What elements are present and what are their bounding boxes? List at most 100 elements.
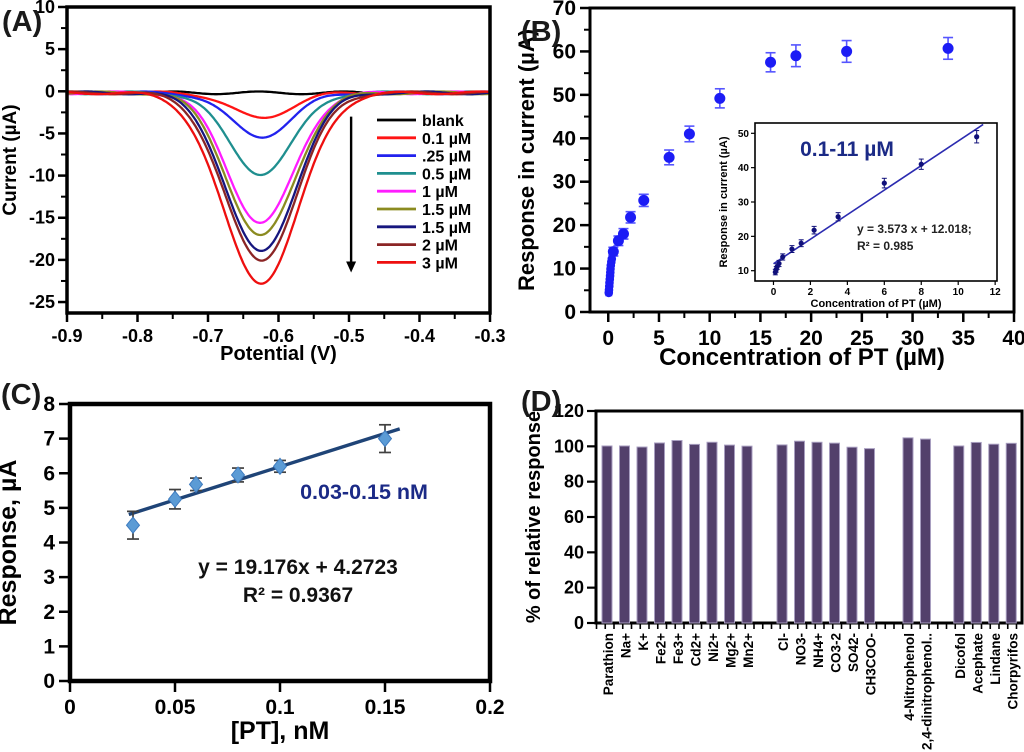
b-point	[663, 151, 675, 163]
b-inset-x-axis-label: Concentration of PT (µM)	[811, 298, 942, 310]
panel-c-chart: 0 0.05 0.1 0.15 0.2 0 1 2 3 4 5 6 7 8 [PT], nM Response…	[0, 393, 505, 745]
d-y-tick-label: 120	[554, 401, 584, 421]
b-inset-y-tick-label: 50	[738, 129, 750, 140]
a-curve-8	[66, 90, 491, 285]
a-y-axis: 10 5 0 -5 -10 -15 -20 -25	[29, 0, 66, 312]
c-x-axis-label: [PT], nM	[231, 717, 330, 745]
b-inset-range-annotation: 0.1-11 µM	[800, 138, 894, 161]
a-legend-label-0: blank	[422, 113, 464, 130]
panel-b-chart: 0 5 10 15 20 25 30 35 40010203040506070Concentra…	[514, 0, 1024, 371]
a-legend-label-6: 1.5 µM	[422, 220, 471, 237]
c-y-axis: 0 1 2 3 4 5 6 7 8	[43, 393, 68, 693]
c-x-tick-label: 0.2	[475, 696, 504, 719]
c-y-tick-label: 2	[43, 601, 55, 624]
panel-d-chart: 0 20 40 60 80 100 120 % of relative response Par…	[523, 401, 1024, 750]
b-x-tick-label: 30	[901, 327, 924, 350]
d-x-axis	[595, 624, 1018, 629]
a-y-tick-label: -20	[29, 250, 55, 270]
b-point	[714, 92, 726, 104]
d-bar-label: Chorpyrifos	[1005, 633, 1020, 710]
a-x-axis: -0.9 -0.8 -0.7 -0.6 -0.5 -0.4 -0.3	[51, 314, 506, 346]
c-range-annotation: 0.03-0.15 nM	[300, 480, 428, 504]
c-x-tick-label: 0.05	[155, 696, 196, 719]
b-inset-point	[811, 227, 817, 233]
b-inset-x-tick-label: 6	[882, 287, 888, 298]
d-bar-K+	[636, 446, 648, 624]
b-y-tick-label: 40	[553, 127, 576, 150]
b-y-axis-label: Response in current (µA)	[514, 29, 539, 291]
b-x-tick-label: 0	[602, 327, 614, 350]
b-inset-point	[881, 180, 887, 186]
b-inset-point	[798, 240, 804, 246]
d-bar-Dicofol	[953, 445, 965, 624]
b-point	[617, 228, 629, 240]
a-y-tick-label: -10	[29, 166, 55, 186]
d-bar-Mn2+	[741, 445, 753, 624]
b-y-tick-label: 50	[553, 84, 576, 107]
d-bar-Fe2+	[654, 442, 665, 624]
a-concentration-arrow	[346, 116, 357, 273]
d-bar-label: 4-Nitrophenol	[902, 633, 917, 721]
d-bar-4-Nitrophenol	[902, 437, 914, 624]
d-bar-label: SO42-	[846, 633, 861, 672]
d-bar-label: Ni2+	[706, 633, 721, 662]
b-inset-y-axis-label: Response in current (µA)	[718, 136, 730, 267]
d-bar-NH4+	[811, 441, 823, 624]
d-bar-label: Parathion	[601, 633, 616, 695]
b-x-tick-label: 25	[850, 327, 874, 350]
d-y-tick-label: 40	[564, 542, 584, 562]
b-point	[625, 211, 637, 223]
d-bar-Fe3+	[671, 440, 683, 624]
d-bar-Chorpyrifos	[1005, 442, 1017, 624]
b-inset-point	[974, 134, 980, 140]
b-y-axis: 0 10 20 30 40 50 60 70	[553, 0, 589, 324]
b-point	[765, 56, 777, 68]
c-x-tick-label: 0.15	[365, 696, 406, 719]
b-inset-y-tick-label: 40	[738, 163, 750, 174]
b-data-points	[604, 36, 954, 298]
d-bar-Acephate	[970, 441, 982, 624]
c-x-tick-label: 0.1	[265, 696, 295, 719]
b-x-tick-label: 15	[749, 327, 773, 350]
a-y-tick-label: -5	[39, 123, 55, 143]
c-point	[125, 516, 141, 534]
d-bar-Ni2+	[706, 441, 718, 624]
a-legend-label-4: 1 µM	[422, 184, 458, 201]
b-point	[841, 45, 853, 57]
d-bar-label: Fe2+	[654, 633, 669, 664]
b-inset-x-tick-label: 2	[808, 287, 814, 298]
b-inset-points	[772, 130, 980, 276]
c-y-tick-label: 6	[43, 462, 55, 485]
d-bar-label: K+	[636, 633, 651, 651]
b-inset-x-tick-label: 0	[771, 287, 777, 298]
a-y-tick-label: -15	[29, 208, 55, 228]
b-x-tick-label: 35	[952, 327, 976, 350]
d-y-axis: 0 20 40 60 80 100 120	[554, 401, 595, 633]
a-y-tick-label: -25	[29, 292, 55, 312]
panel-a-label: (A)	[2, 6, 43, 38]
a-legend-label-5: 1.5 µM	[422, 202, 471, 219]
a-x-tick-label: -0.7	[192, 326, 223, 346]
panel-c: (C) 0 0.05 0.1 0.15 0.2 0 1 2 3 4 5 6 7 8 [PT], nM Resp…	[0, 376, 512, 752]
b-y-tick-label: 10	[553, 258, 576, 281]
panel-b: (B) 0 5 10 15 20 25 30 35 40 0 10 20 30 40 50 60 70 Conce…	[512, 0, 1024, 376]
b-x-tick-label: 10	[698, 327, 721, 350]
d-plot-frame	[594, 409, 1024, 625]
a-x-axis-label: Potential (V)	[220, 343, 337, 365]
b-inset-point	[835, 214, 841, 220]
a-x-tick-label: -0.5	[333, 326, 364, 346]
a-x-tick-label: -0.4	[404, 326, 435, 346]
d-y-tick-label: 60	[564, 507, 584, 527]
panel-a-chart: -0.9 -0.8 -0.7 -0.6 -0.5 -0.4 -0.3 10 5 0 -5 -10 -15…	[0, 0, 506, 365]
b-inset-y-tick-label: 10	[738, 266, 750, 277]
b-inset-equation: y = 3.573 x + 12.018;	[857, 222, 972, 236]
d-y-tick-label: 80	[564, 472, 584, 492]
b-inset: 0 2 4 6 8 10 12 10 20 30 40 50 Concentration of PT (…	[718, 122, 1001, 310]
d-bar-NO3-	[794, 440, 805, 624]
b-inset-fit-line	[773, 123, 984, 265]
d-y-axis-label: % of relative response	[523, 411, 545, 623]
a-x-tick-label: -0.3	[474, 326, 505, 346]
d-bar-label: NO3-	[794, 633, 809, 665]
b-inset-y-tick-label: 30	[738, 198, 750, 209]
b-y-tick-label: 30	[553, 171, 576, 194]
